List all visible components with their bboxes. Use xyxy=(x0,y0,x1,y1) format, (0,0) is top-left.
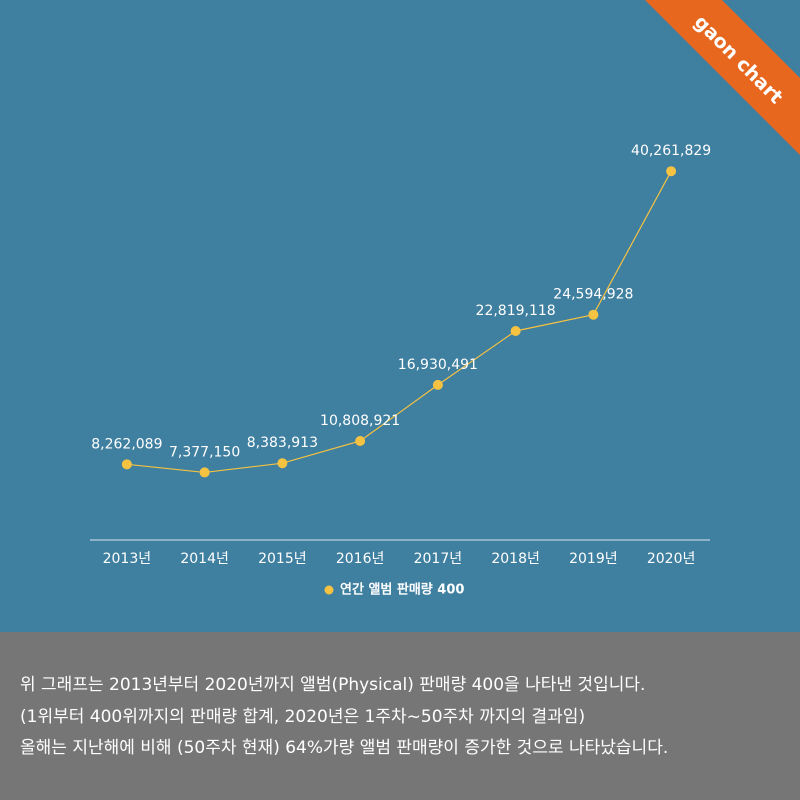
data-label: 8,262,089 xyxy=(91,436,162,452)
caption-line: 올해는 지난해에 비해 (50주차 현재) 64%가량 앨범 판매량이 증가한 … xyxy=(20,738,668,758)
data-label: 10,808,921 xyxy=(320,413,400,429)
x-tick-label: 2020년 xyxy=(647,551,696,567)
data-label: 16,930,491 xyxy=(398,357,478,373)
point xyxy=(666,166,677,177)
chart-background xyxy=(0,0,800,632)
data-label: 22,819,118 xyxy=(476,303,556,319)
badge-band xyxy=(645,0,800,155)
caption-line: 위 그래프는 2013년부터 2020년까지 앨범(Physical) 판매량 … xyxy=(20,675,645,695)
line xyxy=(126,170,672,474)
x-tick-label: 2016년 xyxy=(336,551,385,567)
point xyxy=(432,379,443,390)
point xyxy=(199,467,210,478)
legend-label: 연간 앨범 판매량 400 xyxy=(340,582,464,598)
point xyxy=(588,309,599,320)
point xyxy=(277,458,288,469)
x-tick-label: 2019년 xyxy=(569,551,618,567)
data-label: 40,261,829 xyxy=(631,143,711,159)
x-tick-label: 2018년 xyxy=(491,551,540,567)
legend-marker xyxy=(324,585,334,595)
data-label: 8,383,913 xyxy=(247,435,318,451)
caption-line: (1위부터 400위까지의 판매량 합계, 2020년은 1주차~50주차 까지… xyxy=(20,707,585,727)
x-tick-label: 2013년 xyxy=(103,551,152,567)
data-label: 7,377,150 xyxy=(169,444,240,460)
x-tick-label: 2017년 xyxy=(414,551,463,567)
caption-background xyxy=(0,632,800,800)
point xyxy=(121,459,132,470)
point xyxy=(355,435,366,446)
x-tick-label: 2015년 xyxy=(258,551,307,567)
x-tick-label: 2014년 xyxy=(180,551,229,567)
data-label: 24,594,928 xyxy=(553,287,633,303)
point xyxy=(510,325,521,336)
